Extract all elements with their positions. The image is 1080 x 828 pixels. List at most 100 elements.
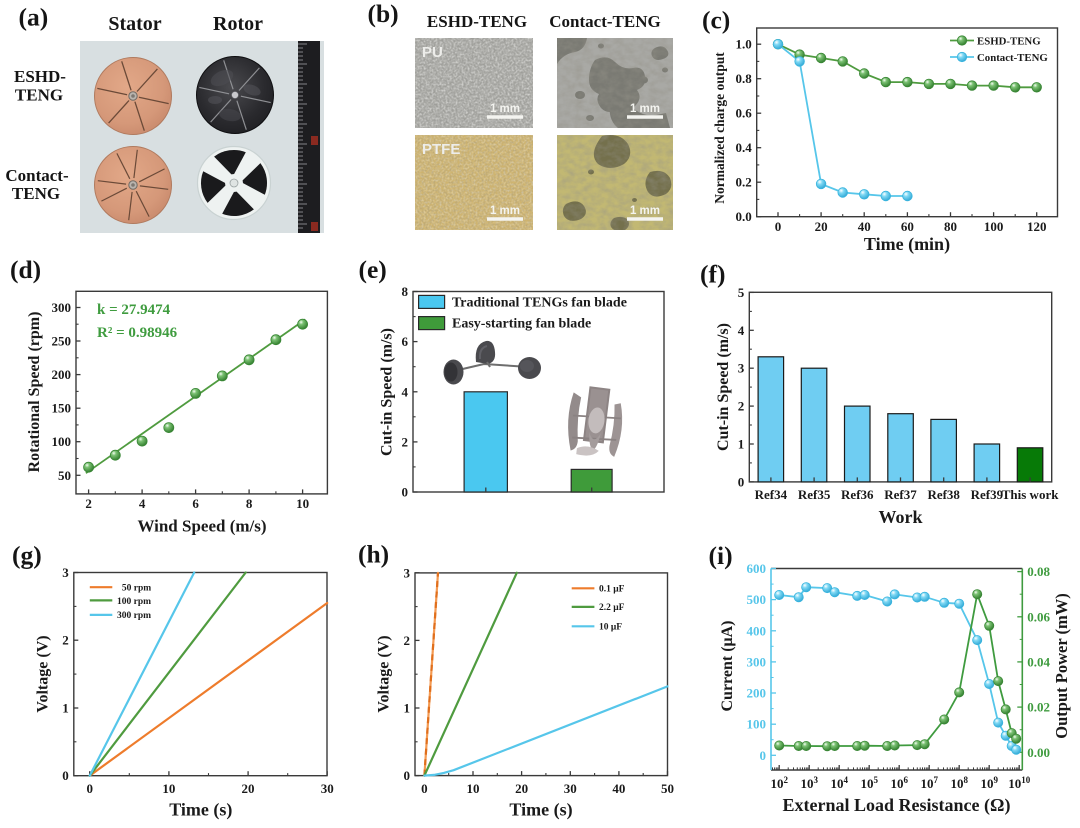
svg-text:Traditional TENGs fan blade: Traditional TENGs fan blade xyxy=(452,296,627,311)
svg-text:0: 0 xyxy=(404,768,411,783)
svg-text:3: 3 xyxy=(404,565,411,580)
svg-text:0: 0 xyxy=(86,781,93,796)
svg-text:Rotor: Rotor xyxy=(213,13,263,35)
svg-text:(f): (f) xyxy=(700,260,725,289)
svg-text:50: 50 xyxy=(661,781,674,796)
svg-text:Time (s): Time (s) xyxy=(509,800,572,821)
svg-text:400: 400 xyxy=(747,623,767,638)
svg-text:0.4: 0.4 xyxy=(735,140,752,155)
svg-text:5: 5 xyxy=(738,285,745,300)
svg-text:This work: This work xyxy=(1002,487,1059,502)
svg-text:Contact-TENG: Contact-TENG xyxy=(977,52,1048,64)
svg-text:4: 4 xyxy=(402,384,409,399)
svg-text:100: 100 xyxy=(747,717,767,732)
svg-text:R² = 0.98946: R² = 0.98946 xyxy=(97,325,178,341)
svg-text:Wind Speed (m/s): Wind Speed (m/s) xyxy=(137,517,266,536)
svg-text:0.02: 0.02 xyxy=(1027,700,1050,715)
svg-text:1 mm: 1 mm xyxy=(490,205,520,217)
svg-text:0.00: 0.00 xyxy=(1027,745,1050,760)
svg-text:Cut-in Speed (m/s): Cut-in Speed (m/s) xyxy=(715,323,732,451)
svg-text:ESHD-TENG: ESHD-TENG xyxy=(977,36,1041,48)
svg-text:(h): (h) xyxy=(358,540,389,569)
svg-text:0.2: 0.2 xyxy=(735,175,751,190)
svg-text:250: 250 xyxy=(52,334,72,349)
svg-text:100: 100 xyxy=(984,219,1004,234)
svg-text:2: 2 xyxy=(85,496,92,511)
svg-text:Ref37: Ref37 xyxy=(884,487,917,502)
svg-text:Output Power (mW): Output Power (mW) xyxy=(1052,593,1071,738)
svg-text:50: 50 xyxy=(58,468,71,483)
svg-text:Time (min): Time (min) xyxy=(864,234,950,255)
svg-text:(d): (d) xyxy=(10,255,41,284)
svg-text:(i): (i) xyxy=(709,541,733,570)
svg-text:0: 0 xyxy=(421,781,428,796)
svg-text:2: 2 xyxy=(62,633,69,648)
svg-text:0.06: 0.06 xyxy=(1027,609,1050,624)
svg-text:Ref38: Ref38 xyxy=(927,487,960,502)
svg-text:10: 10 xyxy=(296,496,309,511)
svg-text:3: 3 xyxy=(62,565,69,580)
svg-text:80: 80 xyxy=(944,219,957,234)
svg-text:Ref35: Ref35 xyxy=(798,487,831,502)
svg-text:4: 4 xyxy=(738,323,745,338)
svg-text:PU: PU xyxy=(422,44,443,61)
svg-text:Current (μA): Current (μA) xyxy=(719,621,736,712)
svg-text:0.8: 0.8 xyxy=(735,71,752,86)
svg-text:300 rpm: 300 rpm xyxy=(117,611,151,621)
svg-text:3: 3 xyxy=(738,361,745,376)
svg-text:20: 20 xyxy=(815,219,828,234)
svg-text:100: 100 xyxy=(52,434,72,449)
svg-text:6: 6 xyxy=(192,496,199,511)
svg-text:1: 1 xyxy=(738,437,745,452)
svg-text:6: 6 xyxy=(402,334,409,349)
svg-text:300: 300 xyxy=(747,654,767,669)
svg-text:200: 200 xyxy=(52,367,72,382)
svg-text:20: 20 xyxy=(515,781,528,796)
svg-text:0.0: 0.0 xyxy=(735,209,751,224)
svg-text:Cut-in Speed (m/s): Cut-in Speed (m/s) xyxy=(379,328,396,456)
svg-text:150: 150 xyxy=(52,401,72,416)
svg-text:(a): (a) xyxy=(19,3,49,32)
svg-text:0.1 μF: 0.1 μF xyxy=(599,585,625,595)
svg-text:Time (s): Time (s) xyxy=(169,800,232,821)
svg-text:8: 8 xyxy=(402,284,409,299)
svg-text:(g): (g) xyxy=(12,541,42,570)
svg-text:40: 40 xyxy=(858,219,871,234)
svg-text:10: 10 xyxy=(467,781,480,796)
svg-text:Contact-: Contact- xyxy=(5,166,69,185)
svg-text:2: 2 xyxy=(402,434,409,449)
svg-text:2: 2 xyxy=(404,633,411,648)
svg-text:Ref34: Ref34 xyxy=(755,487,788,502)
svg-text:TENG: TENG xyxy=(15,86,63,105)
svg-text:1 mm: 1 mm xyxy=(630,205,660,217)
svg-text:600: 600 xyxy=(747,561,767,576)
svg-text:40: 40 xyxy=(612,781,625,796)
svg-text:External Load Resistance (Ω): External Load Resistance (Ω) xyxy=(783,795,1011,816)
svg-text:Stator: Stator xyxy=(108,13,161,35)
svg-text:0: 0 xyxy=(402,485,409,500)
svg-text:300: 300 xyxy=(52,300,72,315)
svg-text:2.2 μF: 2.2 μF xyxy=(599,603,625,613)
svg-text:(e): (e) xyxy=(359,255,387,284)
svg-text:Ref39: Ref39 xyxy=(971,487,1004,502)
svg-text:Voltage (V): Voltage (V) xyxy=(376,635,393,712)
svg-text:PTFE: PTFE xyxy=(422,141,460,158)
svg-text:100 rpm: 100 rpm xyxy=(117,597,151,607)
svg-text:0.6: 0.6 xyxy=(735,106,752,121)
svg-text:(c): (c) xyxy=(702,6,730,35)
svg-text:1: 1 xyxy=(404,701,411,716)
svg-text:1.0: 1.0 xyxy=(735,37,751,52)
svg-text:0: 0 xyxy=(62,768,69,783)
svg-text:8: 8 xyxy=(246,496,253,511)
svg-text:k = 27.9474: k = 27.9474 xyxy=(97,302,171,318)
svg-text:1 mm: 1 mm xyxy=(490,103,520,115)
svg-text:Rotational Speed (rpm): Rotational Speed (rpm) xyxy=(26,312,43,473)
svg-text:ESHD-: ESHD- xyxy=(14,67,66,86)
svg-text:120: 120 xyxy=(1027,219,1047,234)
svg-text:Work: Work xyxy=(878,507,922,527)
svg-text:10 μF: 10 μF xyxy=(599,623,622,633)
svg-text:30: 30 xyxy=(321,781,334,796)
svg-text:1 mm: 1 mm xyxy=(630,103,660,115)
svg-text:2: 2 xyxy=(738,399,745,414)
svg-text:TENG: TENG xyxy=(12,184,60,203)
